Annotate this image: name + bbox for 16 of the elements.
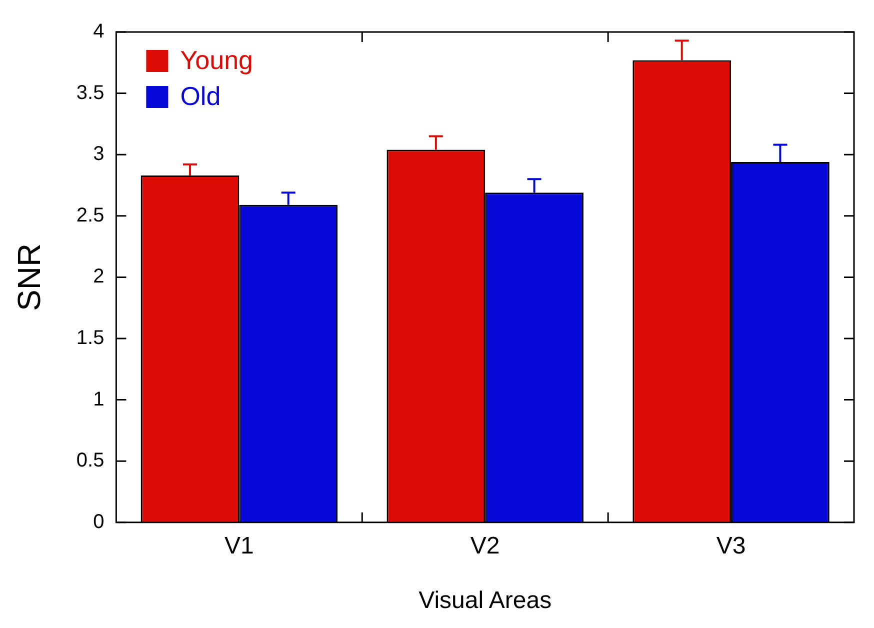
y-tick-label: 4 (93, 20, 104, 43)
legend-label: Young (180, 45, 253, 76)
x-tick-label: V1 (224, 532, 254, 560)
y-axis-title: SNR (11, 243, 48, 311)
y-tick-label: 0 (93, 510, 104, 533)
x-tick-label: V2 (470, 532, 500, 560)
y-tick-label: 1.5 (76, 327, 104, 350)
legend-label: Old (180, 81, 221, 112)
y-tick-label: 3.5 (76, 82, 104, 104)
x-axis-title: Visual Areas (418, 587, 552, 614)
y-tick-label: 3 (93, 143, 104, 166)
y-tick-label: 2 (93, 266, 104, 288)
x-tick-label: V3 (716, 532, 746, 560)
y-tick-label: 1 (93, 388, 104, 410)
y-tick-label: 0.5 (76, 450, 104, 472)
y-tick-label: 2.5 (76, 204, 104, 226)
